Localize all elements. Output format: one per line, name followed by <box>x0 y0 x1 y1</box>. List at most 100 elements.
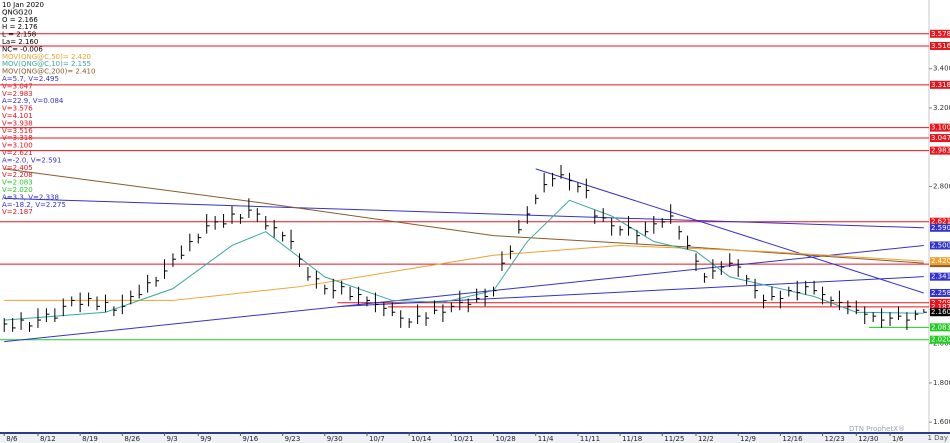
info-line: MOV(QNG@C,200)= 2.410 <box>2 68 95 76</box>
trendline-label-bg <box>930 241 950 250</box>
x-tick-label: 11/4 <box>538 435 554 443</box>
level-label: 2.208 <box>931 299 950 307</box>
x-tick-label: 8/26 <box>124 435 140 443</box>
info-line: L = 2.158 <box>2 31 36 39</box>
info-line: V=3.576 <box>2 105 33 113</box>
x-tick-label: 10/21 <box>453 435 473 443</box>
x-tick-label: 8/12 <box>40 435 56 443</box>
info-line: QNGG20 <box>2 8 33 16</box>
x-tick-label: 12/23 <box>825 435 845 443</box>
info-line: A=-2.0, V=2.591 <box>2 156 61 164</box>
info-line: V=3.938 <box>2 119 33 127</box>
last-price-label: 2.160 <box>931 308 950 316</box>
moving-average-label-bg <box>930 257 950 266</box>
x-tick-label: 10/14 <box>411 435 432 443</box>
info-line: V=2.983 <box>2 90 33 98</box>
info-line: A=22.9, V=0.084 <box>2 97 64 105</box>
level-label-bg <box>930 298 950 307</box>
level-label: 3.318 <box>931 81 950 89</box>
info-line: V=2.208 <box>2 171 33 179</box>
y-tick-label: 1.800 <box>933 379 950 387</box>
info-line: V=4.101 <box>2 112 33 120</box>
x-tick-label: 8/19 <box>82 435 98 443</box>
level-label-bg <box>930 80 950 89</box>
trendline-label: 2.258 <box>931 289 950 297</box>
info-line: H = 2.176 <box>2 23 38 31</box>
x-tick-label: 9/16 <box>242 435 258 443</box>
info-line: V=2.621 <box>2 149 33 157</box>
x-tick-label: 12/2 <box>698 435 714 443</box>
trendline-label-bg <box>930 223 950 232</box>
x-tick-label: 11/25 <box>664 435 684 443</box>
y-tick-label: 3.200 <box>933 104 950 112</box>
x-tick-label: 11/18 <box>622 435 642 443</box>
moving-average <box>4 244 924 301</box>
info-line: O = 2.166 <box>2 16 38 24</box>
level-label: 3.100 <box>931 124 950 132</box>
trendline-label: 2.500 <box>931 241 950 249</box>
x-tick-label: 9/3 <box>167 435 178 443</box>
x-tick-label: 9/30 <box>327 435 343 443</box>
x-tick-label: 10/28 <box>496 435 516 443</box>
info-line: V=3.516 <box>2 127 33 135</box>
level-label: 3.047 <box>931 134 950 142</box>
level-label-bg <box>930 123 950 132</box>
trendline <box>4 197 924 229</box>
info-line: MOV(QNG@C,50)= 2.420 <box>2 53 91 61</box>
x-tick-label: 12/16 <box>782 435 803 443</box>
level-label-bg <box>930 302 950 311</box>
level-label: 3.516 <box>931 42 950 50</box>
level-label-bg <box>930 146 950 155</box>
x-tick-label: 11/11 <box>580 435 600 443</box>
x-tick-label: 9/23 <box>285 435 301 443</box>
x-tick-label: 12/9 <box>740 435 756 443</box>
level-label-bg <box>930 323 950 332</box>
y-tick-label: 2.800 <box>933 183 950 191</box>
info-line: A=5.7, V=2.495 <box>2 75 59 83</box>
x-tick-label: 9/9 <box>200 435 211 443</box>
info-line: V=2.405 <box>2 164 33 172</box>
trendline-label: 2.590 <box>931 224 950 232</box>
trendline-label: 2.341 <box>931 273 950 281</box>
info-line: 10 Jan 2020 <box>2 1 44 9</box>
trendline <box>341 276 924 307</box>
trendline-label-bg <box>930 272 950 281</box>
info-line: A=-18.2, V=2.275 <box>2 201 66 209</box>
info-line: MOV(QNG@C,10)= 2.155 <box>2 60 91 68</box>
x-tick-label: 8/6 <box>6 435 18 443</box>
moving-average-label: 2.420 <box>931 257 950 265</box>
x-tick-label: 1/6 <box>892 435 904 443</box>
level-label-bg <box>930 29 950 38</box>
info-line: A=3.3, V=2.338 <box>2 193 59 201</box>
info-line: V=3.047 <box>2 82 33 90</box>
x-axis-strip <box>0 432 950 443</box>
level-label: 3.578 <box>931 30 950 38</box>
watermark: DTN ProphetX® <box>849 425 905 433</box>
x-axis-band <box>0 432 950 434</box>
info-line: V=2.187 <box>2 208 33 216</box>
trendline <box>535 168 924 294</box>
x-tick-label: 10/7 <box>369 435 385 443</box>
level-label: 2.020 <box>931 336 950 344</box>
last-price-label-bg <box>930 308 950 317</box>
info-line: V=3.100 <box>2 142 33 150</box>
trendline <box>4 244 924 343</box>
level-label-bg <box>930 335 950 344</box>
level-label-bg <box>930 134 950 143</box>
level-label: 2.983 <box>931 147 950 155</box>
level-label: 2.083 <box>931 323 950 331</box>
y-tick-label: 1.600 <box>933 418 950 426</box>
trendline-label-bg <box>930 288 950 297</box>
moving-average <box>4 168 924 264</box>
x-tick-label: 12/30 <box>858 435 878 443</box>
info-line: V=3.318 <box>2 134 33 142</box>
level-label-bg <box>930 41 950 50</box>
level-label: 2.187 <box>931 303 950 311</box>
level-label-bg <box>930 217 950 226</box>
level-label: 2.621 <box>931 218 950 226</box>
y-tick-label: 3.400 <box>933 65 950 73</box>
period: 1 Day <box>927 434 948 442</box>
info-line: V=2.083 <box>2 179 33 187</box>
info-line: NC= -0.006 <box>2 45 43 53</box>
